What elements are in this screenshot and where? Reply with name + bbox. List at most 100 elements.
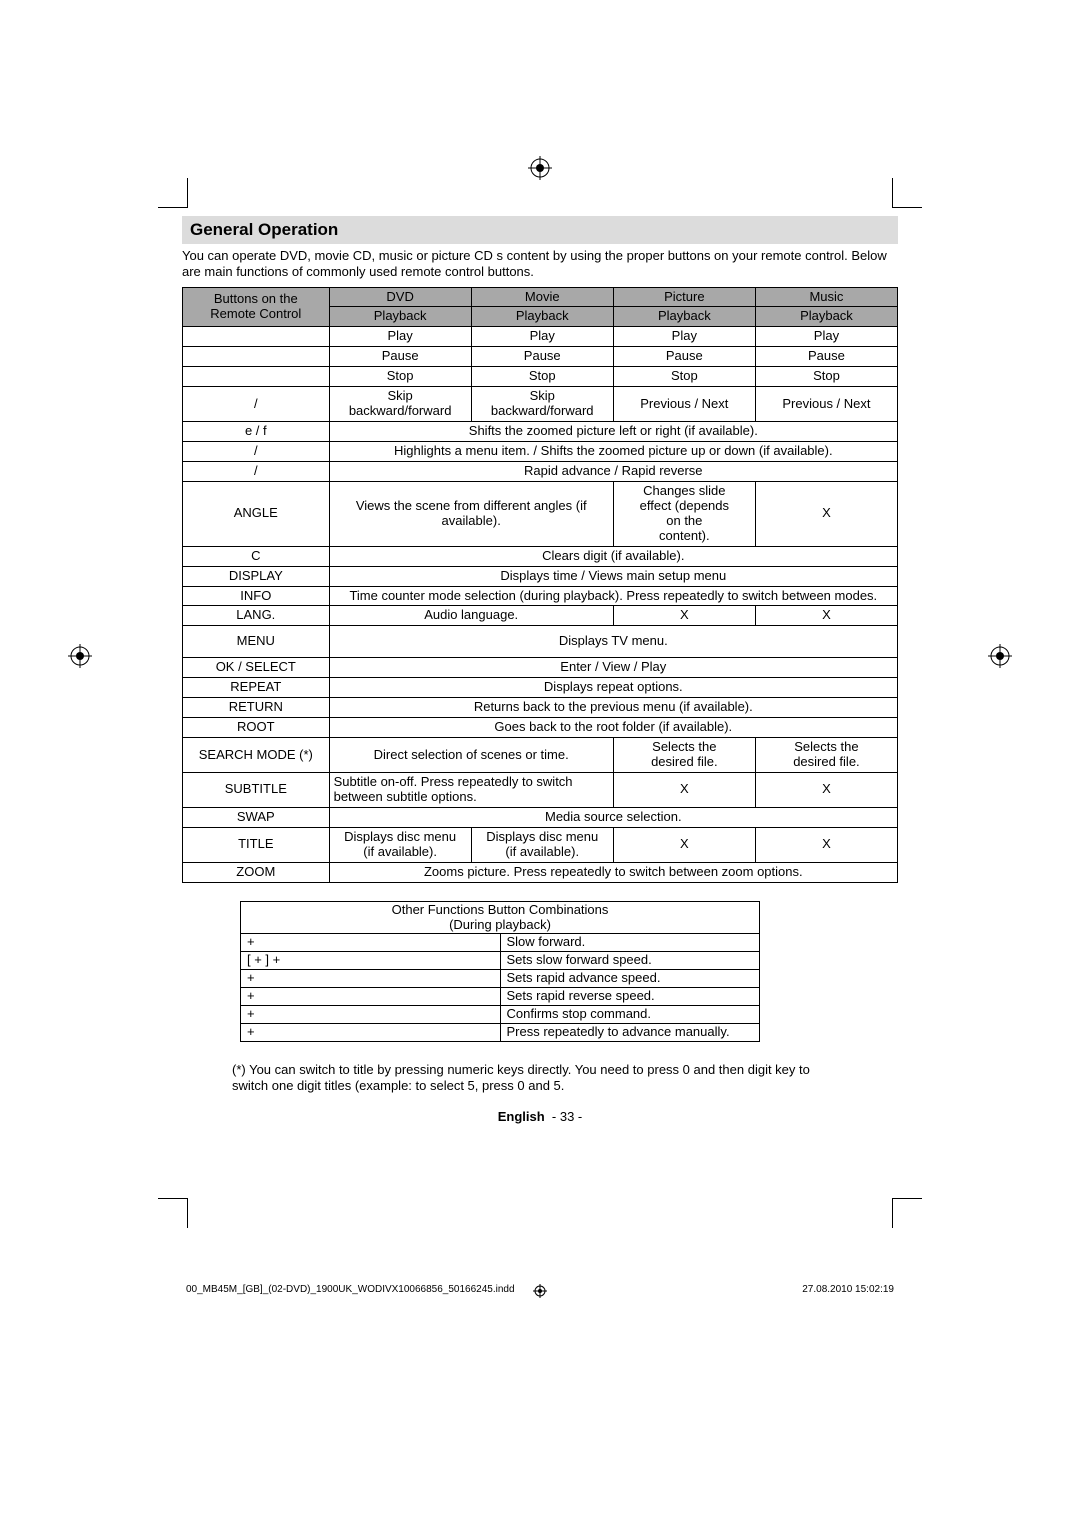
cell: Highlights a menu item. / Shifts the zoo… bbox=[329, 442, 897, 462]
registration-mark-left bbox=[68, 644, 92, 668]
btn-cell: / bbox=[183, 387, 330, 422]
cell: Zooms picture. Press repeatedly to switc… bbox=[329, 862, 897, 882]
crop-mark-tr bbox=[892, 178, 922, 208]
cell: X bbox=[755, 481, 897, 546]
crop-mark-tl bbox=[158, 178, 188, 208]
page-number: English - 33 - bbox=[182, 1109, 898, 1124]
btn-cell: TITLE bbox=[183, 827, 330, 862]
cell: X bbox=[755, 606, 897, 626]
btn-cell: INFO bbox=[183, 586, 330, 606]
hdr-playback: Playback bbox=[613, 307, 755, 327]
btn-cell: MENU bbox=[183, 626, 330, 658]
registration-mark-top bbox=[528, 156, 552, 180]
cell: Displays disc menu(if available). bbox=[471, 827, 613, 862]
cell: Play bbox=[613, 327, 755, 347]
cell: Stop bbox=[329, 367, 471, 387]
cell: X bbox=[755, 772, 897, 807]
btn-cell: ANGLE bbox=[183, 481, 330, 546]
footer-left: 00_MB45M_[GB]_(02-DVD)_1900UK_WODIVX1006… bbox=[186, 1284, 515, 1295]
btn-cell: OK / SELECT bbox=[183, 658, 330, 678]
hdr-playback: Playback bbox=[471, 307, 613, 327]
hdr-music: Music bbox=[755, 287, 897, 307]
cell: + bbox=[241, 970, 501, 988]
cell: Sets rapid advance speed. bbox=[500, 970, 760, 988]
footer-center-icon bbox=[533, 1284, 547, 1298]
cell: X bbox=[613, 772, 755, 807]
cell: + bbox=[241, 988, 501, 1006]
cell: Skipbackward/forward bbox=[471, 387, 613, 422]
cell: + bbox=[241, 1024, 501, 1042]
cell: Displays TV menu. bbox=[329, 626, 897, 658]
cell: Changes slideeffect (dependson theconten… bbox=[613, 481, 755, 546]
cell: Displays disc menu(if available). bbox=[329, 827, 471, 862]
btn-cell bbox=[183, 367, 330, 387]
btn-cell: LANG. bbox=[183, 606, 330, 626]
cell: X bbox=[613, 606, 755, 626]
cell: X bbox=[613, 827, 755, 862]
cell: Audio language. bbox=[329, 606, 613, 626]
cell: Shifts the zoomed picture left or right … bbox=[329, 422, 897, 442]
cell: Previous / Next bbox=[755, 387, 897, 422]
crop-mark-bl bbox=[158, 1198, 188, 1228]
btn-cell: ZOOM bbox=[183, 862, 330, 882]
cell: Returns back to the previous menu (if av… bbox=[329, 698, 897, 718]
btn-cell: SEARCH MODE (*) bbox=[183, 738, 330, 773]
cell: Displays repeat options. bbox=[329, 678, 897, 698]
footer-right: 27.08.2010 15:02:19 bbox=[802, 1284, 894, 1295]
hdr-buttons: Buttons on theRemote Control bbox=[183, 287, 330, 327]
footer: 00_MB45M_[GB]_(02-DVD)_1900UK_WODIVX1006… bbox=[186, 1284, 894, 1295]
cell: Direct selection of scenes or time. bbox=[329, 738, 613, 773]
crop-mark-br bbox=[892, 1198, 922, 1228]
cell: Media source selection. bbox=[329, 807, 897, 827]
hdr-playback: Playback bbox=[329, 307, 471, 327]
btn-cell: C bbox=[183, 546, 330, 566]
btn-cell: SWAP bbox=[183, 807, 330, 827]
cell: Clears digit (if available). bbox=[329, 546, 897, 566]
footnote: (*) You can switch to title by pressing … bbox=[182, 1062, 898, 1093]
btn-cell: REPEAT bbox=[183, 678, 330, 698]
section-heading: General Operation bbox=[182, 216, 898, 244]
cell: Pause bbox=[755, 347, 897, 367]
cell: Play bbox=[329, 327, 471, 347]
cell: Previous / Next bbox=[613, 387, 755, 422]
cell: Press repeatedly to advance manually. bbox=[500, 1024, 760, 1042]
cell: Stop bbox=[613, 367, 755, 387]
cell: + bbox=[241, 1006, 501, 1024]
other-functions-table: Other Functions Button Combinations(Duri… bbox=[240, 901, 760, 1043]
cell: Sets rapid reverse speed. bbox=[500, 988, 760, 1006]
cell: Goes back to the root folder (if availab… bbox=[329, 718, 897, 738]
cell: + bbox=[241, 934, 501, 952]
btn-cell: / bbox=[183, 442, 330, 462]
cell: Time counter mode selection (during play… bbox=[329, 586, 897, 606]
btn-cell bbox=[183, 327, 330, 347]
cell: Displays time / Views main setup menu bbox=[329, 566, 897, 586]
playback-table: Buttons on theRemote Control DVD Movie P… bbox=[182, 287, 898, 883]
cell: Play bbox=[471, 327, 613, 347]
cell: Views the scene from different angles (i… bbox=[329, 481, 613, 546]
cell: Slow forward. bbox=[500, 934, 760, 952]
btn-cell: / bbox=[183, 461, 330, 481]
btn-cell bbox=[183, 347, 330, 367]
page-content: General Operation You can operate DVD, m… bbox=[182, 216, 898, 1124]
cell: Stop bbox=[471, 367, 613, 387]
cell: Confirms stop command. bbox=[500, 1006, 760, 1024]
btn-cell: ROOT bbox=[183, 718, 330, 738]
cell: X bbox=[755, 827, 897, 862]
hdr-playback: Playback bbox=[755, 307, 897, 327]
btn-cell: DISPLAY bbox=[183, 566, 330, 586]
cell: Selects thedesired file. bbox=[755, 738, 897, 773]
cell: Pause bbox=[471, 347, 613, 367]
tbl2-head: Other Functions Button Combinations(Duri… bbox=[241, 901, 760, 934]
cell: Stop bbox=[755, 367, 897, 387]
hdr-dvd: DVD bbox=[329, 287, 471, 307]
cell: Subtitle on-off. Press repeatedly to swi… bbox=[329, 772, 613, 807]
intro-text: You can operate DVD, movie CD, music or … bbox=[182, 248, 898, 281]
cell: Pause bbox=[613, 347, 755, 367]
btn-cell: RETURN bbox=[183, 698, 330, 718]
cell: Play bbox=[755, 327, 897, 347]
btn-cell: e / f bbox=[183, 422, 330, 442]
cell: Sets slow forward speed. bbox=[500, 952, 760, 970]
cell: Pause bbox=[329, 347, 471, 367]
registration-mark-right bbox=[988, 644, 1012, 668]
cell: Selects thedesired file. bbox=[613, 738, 755, 773]
